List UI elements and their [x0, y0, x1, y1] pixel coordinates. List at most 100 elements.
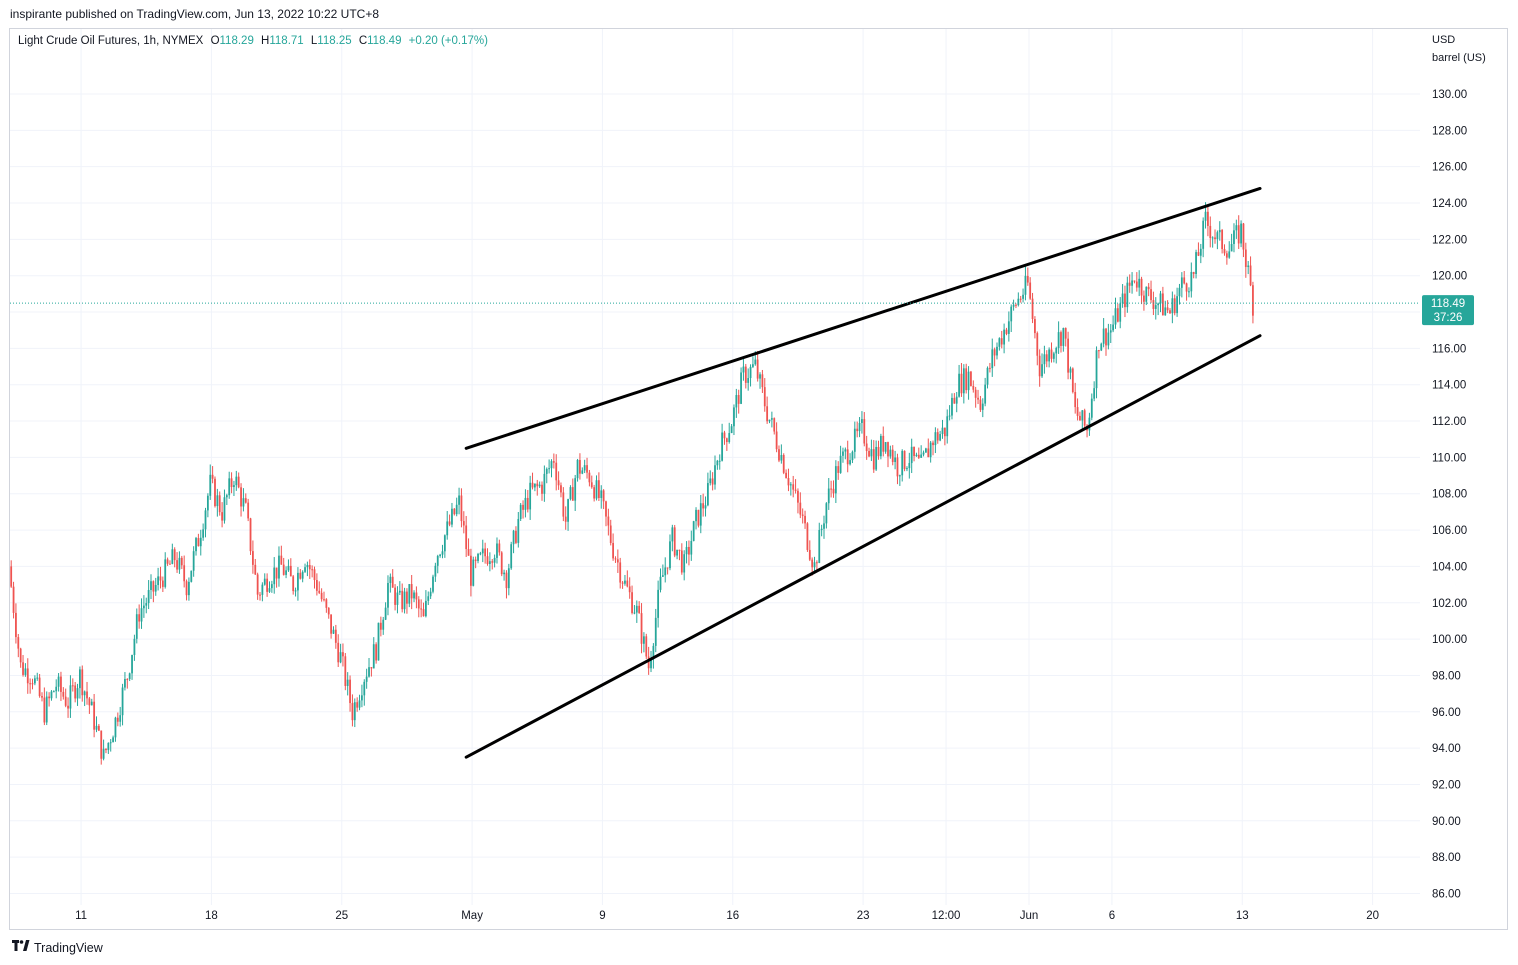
- candle-body: [621, 582, 624, 584]
- tradingview-brand[interactable]: TradingView: [12, 940, 103, 955]
- candle-body: [346, 679, 349, 686]
- candle-body: [1249, 265, 1252, 286]
- candle-body: [1057, 332, 1060, 349]
- candle-body: [875, 446, 878, 470]
- candle-body: [446, 521, 449, 536]
- candle-body: [815, 562, 818, 564]
- candle-body: [974, 389, 977, 398]
- candle-body: [1223, 249, 1226, 254]
- candle-body: [590, 482, 593, 488]
- candle-body: [280, 555, 283, 565]
- candle-body: [934, 432, 937, 446]
- candle-body: [529, 482, 532, 510]
- candle-body: [571, 487, 574, 501]
- candle-body: [26, 668, 29, 684]
- candle-body: [1197, 252, 1200, 256]
- candle-body: [775, 431, 778, 450]
- candle-body: [552, 461, 555, 463]
- candle-body: [41, 696, 43, 698]
- candle-body: [484, 548, 487, 557]
- candle-body: [31, 683, 34, 685]
- candle-body: [586, 465, 588, 473]
- x-tick-label: 9: [599, 910, 605, 922]
- candle-body: [69, 685, 72, 709]
- candle-body: [105, 748, 107, 751]
- candle-body: [714, 465, 716, 485]
- candle-body: [344, 656, 347, 686]
- candle-body: [640, 613, 643, 644]
- y-tick-label: 108.00: [1432, 489, 1467, 501]
- y-tick-label: 128.00: [1432, 125, 1467, 137]
- candle-body: [86, 691, 88, 699]
- candle-body: [1107, 332, 1110, 346]
- y-tick-label: 120.00: [1432, 271, 1467, 283]
- candle-body: [1048, 349, 1051, 362]
- candle-body: [522, 504, 524, 510]
- candle-body: [434, 565, 437, 577]
- candle-body: [787, 478, 790, 486]
- candle-body: [853, 428, 856, 452]
- candle-body: [797, 490, 799, 503]
- candle-body: [323, 599, 325, 601]
- candle-body: [737, 395, 740, 404]
- candle-body: [955, 396, 958, 404]
- candle-body: [1119, 303, 1122, 322]
- candle-body: [1081, 410, 1084, 421]
- candle-body: [692, 521, 695, 542]
- candle-body: [1031, 298, 1034, 320]
- candle-body: [306, 565, 309, 568]
- candle-body: [1102, 328, 1105, 344]
- candle-body: [1121, 293, 1124, 304]
- x-tick-label: 13: [1236, 910, 1249, 922]
- candle-body: [126, 679, 129, 681]
- price-badge-countdown: 37:26: [1434, 312, 1463, 324]
- candle-body: [500, 552, 503, 575]
- trendline-lower[interactable]: [464, 334, 1262, 759]
- candle-body: [1126, 282, 1129, 308]
- candle-body: [363, 681, 366, 696]
- candle-body: [541, 484, 543, 494]
- open-label: O: [210, 35, 220, 47]
- candle-body: [116, 717, 119, 722]
- candle-body: [164, 559, 167, 587]
- candle-body: [142, 605, 145, 609]
- candle-body: [209, 474, 212, 496]
- candle-body: [361, 695, 363, 701]
- candle-body: [320, 592, 323, 600]
- candle-body: [894, 457, 897, 463]
- candle-body: [768, 419, 771, 422]
- candle-body: [202, 529, 205, 538]
- candle-body: [216, 495, 219, 507]
- candle-body: [379, 622, 382, 630]
- candle-body: [71, 685, 74, 687]
- candle-body: [740, 372, 742, 404]
- candle-body: [460, 495, 463, 522]
- candle-body: [474, 559, 477, 561]
- candle-body: [119, 715, 122, 722]
- candle-body: [754, 359, 757, 365]
- trendline-upper[interactable]: [464, 186, 1262, 450]
- candle-body: [15, 612, 17, 638]
- candle-body: [339, 652, 342, 663]
- candle-body: [903, 450, 906, 470]
- candle-body: [424, 600, 427, 617]
- candle-body: [453, 508, 456, 515]
- candle-body: [659, 576, 662, 590]
- candle-body: [311, 569, 314, 571]
- candle-body: [789, 484, 792, 486]
- candle-body: [607, 516, 610, 526]
- candle-body: [1183, 277, 1186, 284]
- price-badge: [1422, 295, 1474, 326]
- candle-body: [702, 503, 705, 509]
- candle-body: [533, 483, 536, 488]
- candle-body: [304, 567, 306, 572]
- candle-body: [515, 530, 517, 543]
- candle-body: [451, 508, 453, 525]
- candle-body: [652, 645, 655, 660]
- candle-body: [259, 594, 261, 596]
- candle-body: [820, 528, 823, 530]
- candle-body: [1216, 232, 1219, 240]
- candle-body: [635, 605, 638, 613]
- candle-body: [612, 542, 615, 559]
